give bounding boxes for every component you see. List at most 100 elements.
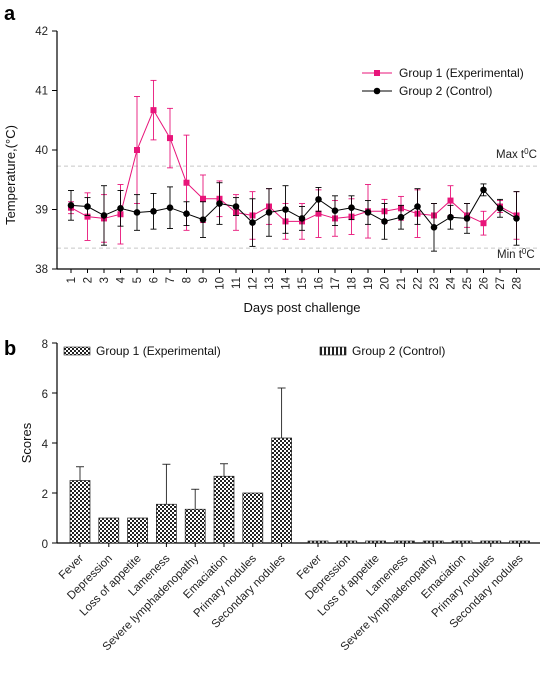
data-point-group2 [513,215,520,222]
bar-group2 [451,540,473,544]
panel-a-x-tick-label: 10 [215,277,227,290]
panel-a-x-tick-label: 23 [429,277,441,290]
bar-group1 [69,480,91,544]
data-point-group2 [315,196,322,203]
bar-group1 [271,437,292,544]
panel-a-x-tick-label: 18 [347,277,359,290]
bar-group1 [184,508,206,544]
panel-a-x-axis-title: Days post challenge [243,300,360,315]
data-point-group2 [265,209,273,216]
panel-a-x-tick-label: 24 [446,276,458,289]
panel-a-x-tick-label: 17 [330,277,342,290]
panel-b-label: b [4,338,16,360]
data-point-group2 [133,209,141,216]
legend-marker-group1 [374,70,380,76]
data-point-group2 [381,218,388,225]
panel-a-x-tick-label: 22 [413,277,425,290]
data-point-group2 [364,209,372,216]
panel-a-x-tick-label: 28 [512,277,524,290]
panel-b-y-tick-label: 8 [42,339,48,351]
panel-a-x-tick-label: 12 [248,277,260,290]
data-point-group1 [183,179,190,186]
data-point-group1 [200,195,206,202]
panel-a-x-tick-label: 2 [83,277,95,283]
legend-label-b-group2: Group 2 (Control) [352,344,445,358]
min-temp-label: Min t0C [497,247,535,261]
data-point-group2 [348,204,355,212]
panel-a-x-tick-label: 25 [462,277,474,290]
panel-a-x-tick-label: 27 [495,277,507,290]
bar-group1 [156,503,177,544]
data-point-group1 [315,210,322,217]
panel-a-x-tick-label: 13 [264,277,276,290]
legend-label-group1: Group 1 (Experimental) [399,66,524,80]
bar-group1 [213,475,235,544]
bar-group1 [127,517,148,544]
data-point-group1 [84,213,91,220]
panel-a-x-tick-label: 6 [149,277,161,283]
panel-a-x-tick-label: 26 [479,277,491,290]
data-point-group2 [232,203,240,210]
data-point-group2 [298,215,306,222]
data-point-group2 [100,212,108,219]
panel-a-x-tick-label: 9 [198,277,210,283]
panel-a-legend: Group 1 (Experimental) Group 2 (Control) [362,66,524,98]
data-point-group2 [397,213,405,221]
panel-a-y-tick-label: 41 [35,86,48,98]
data-point-group2 [447,213,454,221]
panel-a-x-tick-label: 11 [231,277,243,289]
panel-a-x-tick-label: 3 [99,277,111,283]
bar-group2 [336,540,358,544]
data-point-group1 [134,147,140,153]
panel-a-x-tick-label: 5 [132,277,144,283]
panel-a-x-tick-label: 19 [363,277,375,290]
bar-group2 [509,540,530,544]
data-point-group2 [480,186,487,194]
data-point-group2 [67,202,75,209]
data-point-group1 [150,107,157,114]
bar-group2 [422,540,444,544]
panel-a-y-tick-label: 40 [35,145,48,157]
data-point-group2 [414,203,421,210]
panel-a-y-tick-label: 38 [35,264,48,276]
bar-group2 [394,540,415,544]
panel-a-y-tick-label: 42 [35,26,48,38]
data-point-group2 [249,219,256,226]
data-point-group1 [480,220,487,227]
panel-b-y-axis-title: Scores [19,422,34,463]
panel-a-x-tick-label: 15 [297,277,309,290]
data-point-group2 [199,216,207,223]
bar-group1 [242,492,264,544]
bar-group2 [480,540,502,544]
panel-a-x-tick-label: 21 [396,277,408,290]
data-point-group2 [430,224,438,231]
panel-b-y-tick-label: 0 [42,539,48,551]
data-point-group2 [166,204,174,212]
panel-b-y-tick-label: 4 [42,439,49,451]
panel-a-y-axis-title: Temperature,(°C) [3,125,18,225]
panel-b-y-tick-label: 2 [42,489,48,501]
data-point-group1 [447,197,454,204]
panel-a-x-tick-label: 20 [380,277,392,290]
bar-group2 [307,540,329,544]
data-point-group2 [216,200,223,207]
panel-a-x-tick-label: 4 [116,276,128,283]
bar-group2 [365,540,386,544]
legend-marker-group2 [373,87,381,95]
panel-a-label: a [4,3,16,25]
data-point-group2 [463,215,471,222]
data-point-group2 [150,207,157,215]
data-point-group2 [496,205,504,212]
data-point-group2 [84,203,91,210]
data-point-group2 [117,205,124,212]
panel-a-x-tick-label: 1 [66,277,78,283]
panel-a-y-tick-label: 39 [35,205,48,217]
panel-a-x-tick-label: 14 [281,276,293,289]
data-point-group2 [331,207,339,214]
max-temp-label: Max t0C [496,147,537,161]
legend-swatch-group1 [63,346,91,356]
panel-a-x-tick-label: 7 [165,277,177,283]
series-line-group2 [70,189,517,229]
